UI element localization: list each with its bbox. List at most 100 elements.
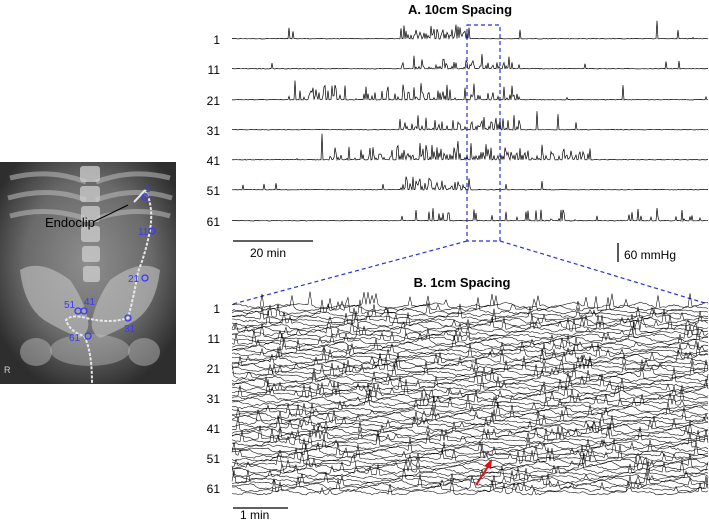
panel-b-trace — [231, 476, 709, 493]
endoclip-pointer — [92, 204, 129, 223]
panel-b-trace — [231, 291, 709, 309]
panel-b-trace — [231, 358, 709, 379]
marker-label-41: 41 — [84, 297, 96, 308]
panel-a-channel-label: 41 — [207, 154, 221, 168]
panel-b-trace — [231, 314, 709, 333]
panel-b-trace — [232, 460, 709, 477]
panel-b-trace — [231, 381, 708, 401]
xray-panel: Endoclip 1 11 21 51 41 31 61 R — [0, 162, 176, 385]
panel-b-trace — [231, 377, 709, 394]
panel-b-trace — [231, 296, 709, 315]
marker-label-51: 51 — [64, 300, 76, 311]
panel-a-title: A. 10cm Spacing — [408, 2, 512, 17]
panel-b-trace — [231, 447, 709, 465]
panel-b-trace — [231, 345, 709, 361]
panel-b-trace — [231, 321, 709, 336]
panel-a-channel-label: 21 — [207, 94, 221, 108]
panel-b-trace — [232, 308, 709, 324]
panel-b-trace — [231, 379, 709, 398]
marker-61 — [84, 332, 92, 340]
panel-b-trace — [231, 441, 709, 459]
panel-b-trace — [231, 293, 709, 312]
panel-a: A. 10cm Spacing 1 11 21 31 41 51 61 20 m… — [207, 2, 709, 262]
panel-b-channel-label: 31 — [207, 392, 221, 406]
panel-b-trace — [231, 353, 709, 367]
panel-b-trace — [231, 341, 709, 358]
panel-b-trace — [231, 452, 709, 468]
panel-a-trace — [232, 80, 709, 101]
panel-b-channel-label: 41 — [207, 422, 221, 436]
panel-b-trace — [231, 335, 709, 352]
panel-b-trace — [231, 388, 709, 407]
panel-b-trace — [231, 402, 709, 419]
panel-b-trace — [231, 333, 709, 349]
panel-b-trace — [231, 454, 709, 471]
panel-a-time-scale-label: 20 min — [250, 246, 286, 260]
panel-b: B. 1cm Spacing 1 11 21 31 41 51 61 1 min — [207, 275, 709, 520]
marker-41 — [80, 307, 88, 315]
panel-a-channel-label: 31 — [207, 124, 221, 138]
panel-b-trace — [231, 367, 709, 382]
marker-11 — [148, 227, 156, 235]
panel-b-trace — [231, 356, 709, 373]
xray-corner-mark: R — [4, 365, 11, 375]
panel-b-trace — [231, 323, 709, 339]
panel-b-channel-label: 11 — [208, 332, 221, 346]
panel-b-trace — [231, 406, 709, 422]
panel-a-channel-label: 51 — [207, 184, 221, 198]
panel-b-trace — [232, 424, 709, 441]
panel-b-trace — [231, 465, 709, 481]
panel-a-channel-label: 1 — [213, 33, 220, 47]
panel-b-trace — [231, 352, 709, 370]
panel-b-channel-label: 1 — [213, 302, 220, 316]
marker-21 — [141, 274, 149, 282]
panel-b-trace — [231, 436, 709, 453]
panel-b-trace — [231, 411, 708, 428]
zoom-connectors — [232, 240, 709, 305]
marker-label-21: 21 — [128, 274, 140, 285]
marker-31 — [124, 314, 132, 322]
panel-b-trace — [231, 395, 709, 413]
panel-b-trace — [231, 478, 709, 496]
panel-a-trace — [231, 133, 709, 162]
marker-label-11: 11 — [138, 227, 149, 238]
panel-b-trace — [231, 415, 709, 435]
panel-b-trace — [231, 432, 709, 450]
panel-b-time-scale-label: 1 min — [240, 508, 269, 520]
endoclip-label: Endoclip — [45, 215, 95, 230]
panel-a-traces — [231, 20, 709, 223]
panel-b-trace — [231, 303, 709, 318]
panel-a-trace — [231, 111, 709, 132]
panel-b-trace — [231, 455, 709, 475]
panel-a-trace — [232, 176, 708, 191]
panel-b-trace — [231, 325, 709, 342]
panel-b-traces — [231, 291, 709, 496]
panel-b-trace — [231, 371, 709, 389]
panel-a-pressure-scale-label: 60 mmHg — [624, 248, 676, 262]
panel-b-trace — [231, 420, 709, 438]
panel-b-trace — [231, 338, 709, 355]
panel-b-trace — [231, 402, 709, 416]
panel-b-trace — [231, 442, 708, 462]
panel-b-trace — [231, 308, 709, 327]
panel-a-trace — [231, 207, 709, 223]
panel-a-trace — [231, 20, 709, 40]
panel-b-trace — [231, 374, 709, 392]
propagation-arrow — [475, 459, 492, 486]
panel-b-trace — [231, 326, 709, 346]
panel-b-trace — [231, 467, 709, 484]
panel-b-trace — [231, 428, 709, 447]
marker-1 — [141, 193, 149, 201]
catheter-line — [64, 189, 153, 385]
panel-b-channel-label: 51 — [207, 452, 221, 466]
panel-a-zoom-box — [466, 24, 501, 242]
panel-b-channel-label: 61 — [207, 482, 221, 496]
marker-label-1: 1 — [145, 184, 151, 195]
panel-a-channel-label: 61 — [207, 215, 221, 229]
panel-b-trace — [231, 438, 709, 456]
xray-markers — [74, 193, 156, 340]
panel-a-channel-label: 11 — [208, 63, 221, 77]
marker-label-31: 31 — [124, 324, 136, 335]
panel-b-channel-label: 21 — [207, 362, 221, 376]
